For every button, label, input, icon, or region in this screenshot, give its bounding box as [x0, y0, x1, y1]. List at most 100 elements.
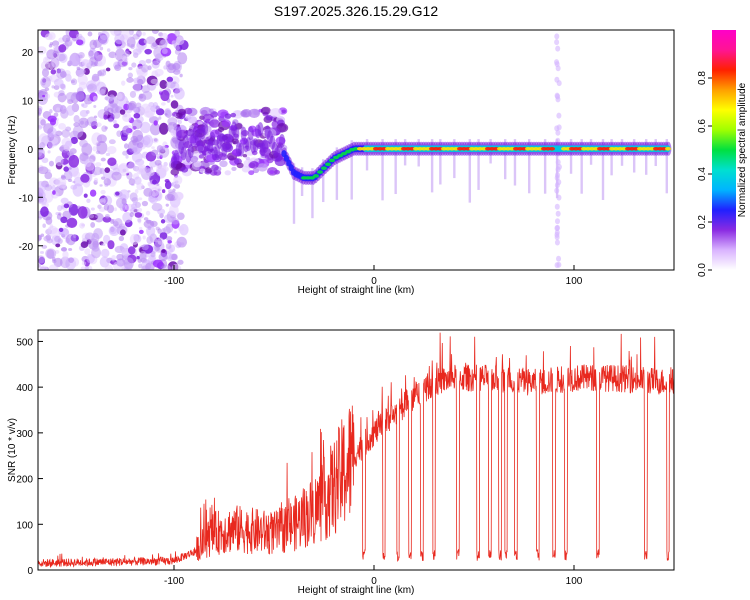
spectrogram-noise-blob: [47, 150, 51, 154]
spectrogram-noise-blob: [121, 55, 126, 61]
spectrogram-noise-blob: [104, 213, 110, 219]
spectrogram-noise-blob: [53, 45, 59, 51]
spectrogram-noise-blob: [91, 166, 103, 176]
spectrogram-noise-blob: [142, 235, 146, 240]
spectrogram-noise-blob: [104, 96, 109, 101]
spectrogram-y-tick-label: -10: [19, 193, 34, 204]
spectrogram-noise-blob: [116, 130, 122, 138]
spectrogram-streak: [439, 139, 442, 185]
spectrogram-noise-blob: [107, 240, 115, 250]
spectrogram-noise-blob: [55, 243, 61, 248]
spectrogram-noise-blob: [60, 247, 67, 252]
spectrogram-noise-blob: [160, 102, 166, 106]
spectrogram-x-tick-label: 100: [566, 276, 583, 287]
spectrogram-noise-blob: [171, 263, 182, 270]
spectrogram-streak: [477, 139, 480, 190]
spectrogram-scatter-blob: [211, 164, 219, 171]
spectrogram-noise-blob: [90, 207, 95, 211]
spectrogram-ridge-peak: [321, 166, 327, 170]
spectrogram-noise-blob: [152, 259, 164, 268]
spectrogram-noise-blob: [121, 194, 127, 200]
spectrogram-scatter-blob: [248, 108, 260, 119]
spectrogram-noise-blob: [45, 248, 57, 259]
spectrogram-streak: [381, 139, 384, 201]
spectrogram-scatter-blob: [177, 108, 187, 116]
spectrogram-noise-blob: [40, 76, 51, 89]
spectrogram-noise-blob: [153, 138, 158, 142]
snr-y-tick-label: 0: [27, 566, 33, 577]
spectrogram-noise-blob: [58, 181, 67, 189]
spectrogram-noise-blob: [121, 198, 127, 205]
spectrogram-noise-blob: [134, 212, 143, 218]
spectrogram-scatter-blob: [219, 160, 228, 168]
spectrogram-noise-blob: [47, 226, 58, 235]
spectrogram-dropout-blob: [556, 124, 562, 131]
spectrogram-noise-blob: [158, 253, 168, 262]
spectrogram-noise-blob: [53, 78, 64, 87]
spectrogram-streak: [601, 139, 605, 200]
spectrogram-noise-blob: [116, 253, 124, 261]
spectrogram-scatter-blob: [199, 168, 206, 173]
snr-x-tick-label: -100: [164, 576, 184, 587]
spectrogram-noise-blob: [44, 93, 51, 99]
colorbar-tick-label: 0.6: [697, 119, 708, 133]
spectrogram-noise-blob: [65, 92, 76, 102]
spectrogram-dropout-blob: [554, 59, 560, 66]
spectrogram-noise-blob: [131, 197, 139, 203]
spectrogram-noise-blob: [62, 250, 69, 259]
spectrogram-dropout-blob: [556, 261, 562, 268]
spectrogram-noise-blob: [116, 92, 123, 100]
spectrogram-noise-blob: [129, 211, 134, 218]
spectrogram-noise-blob: [165, 60, 171, 68]
spectrogram-noise-blob: [172, 123, 178, 128]
spectrogram-noise-blob: [80, 103, 85, 107]
spectrogram-noise-blob: [143, 38, 150, 44]
spectrogram-dropout-blob: [554, 239, 560, 246]
spectrogram-noise-blob: [146, 236, 153, 245]
colorbar-label: Normalized spectral amplitude: [737, 82, 748, 217]
spectrogram-noise-blob: [135, 102, 142, 109]
spectrogram-scatter-blob: [265, 114, 273, 121]
spectrogram-noise-blob: [97, 69, 107, 77]
spectrogram-noise-blob: [41, 68, 50, 78]
spectrogram-noise-blob: [170, 100, 179, 109]
spectrogram-noise-blob: [137, 207, 143, 213]
spectrogram-noise-blob: [59, 70, 67, 78]
spectrogram-x-tick-label: 0: [371, 276, 377, 287]
spectrogram-noise-blob: [77, 74, 88, 86]
spectrogram-noise-blob: [60, 197, 69, 204]
spectrogram-noise-blob: [113, 55, 117, 59]
spectrogram-ridge-halo: [252, 138, 259, 153]
spectrogram-noise-blob: [93, 228, 103, 239]
spectrogram-noise-blob: [174, 49, 181, 55]
spectrogram-noise-blob: [115, 191, 120, 196]
spectrogram-noise-blob: [165, 81, 176, 89]
spectrogram-noise-blob: [109, 227, 117, 235]
spectrogram-noise-blob: [144, 48, 152, 55]
spectrogram-noise-blob: [107, 157, 117, 166]
spectrogram-noise-blob: [133, 107, 139, 113]
spectrogram-scatter-blob: [221, 119, 231, 128]
spectrogram-noise-blob: [159, 79, 168, 89]
spectrogram-noise-blob: [138, 226, 143, 230]
spectrogram-noise-blob: [177, 226, 185, 232]
spectrogram-scatter-blob: [274, 169, 280, 175]
spectrogram-noise-blob: [58, 212, 62, 216]
spectrogram-noise-blob: [113, 123, 120, 129]
spectrogram-noise-blob: [129, 90, 137, 98]
spectrogram-noise-blob: [38, 166, 49, 175]
spectrogram-noise-blob: [47, 141, 55, 149]
spectrogram-noise-blob: [84, 265, 89, 270]
spectrogram-noise-blob: [100, 157, 106, 162]
spectrogram-scatter-blob: [230, 112, 237, 118]
spectrogram-scatter-blob: [241, 165, 251, 173]
spectrogram-noise-blob: [60, 216, 68, 224]
spectrogram-noise-blob: [45, 33, 53, 41]
spectrogram-noise-blob: [127, 246, 136, 255]
spectrogram-noise-blob: [143, 110, 154, 118]
spectrogram-streak: [645, 139, 648, 175]
spectrogram-noise-blob: [75, 33, 83, 39]
spectrogram-noise-blob: [38, 255, 46, 264]
spectrogram-frame: [37, 29, 675, 271]
spectrogram-noise-blob: [111, 255, 117, 261]
